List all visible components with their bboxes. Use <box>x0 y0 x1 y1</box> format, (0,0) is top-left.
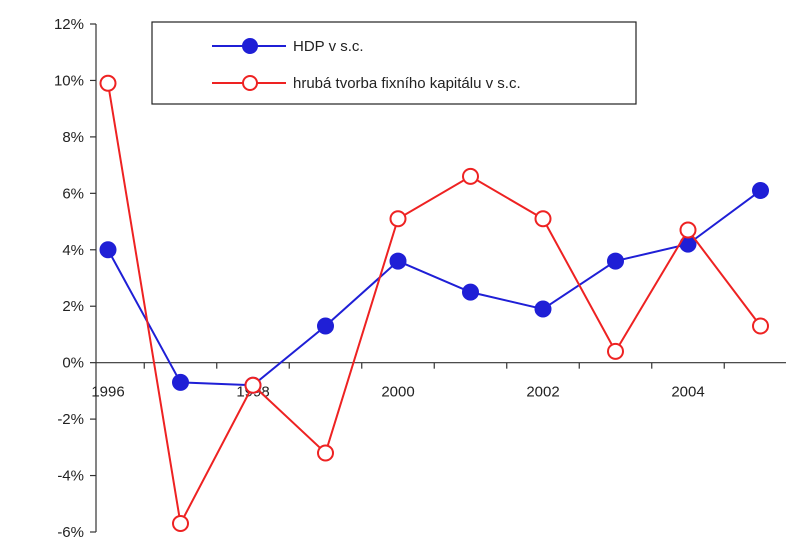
data-point <box>389 210 407 228</box>
y-tick-label: 10% <box>54 72 84 89</box>
y-tick-label: 12% <box>54 16 84 33</box>
legend-label: HDP v s.c. <box>293 38 364 55</box>
legend-item-2: hrubá tvorba fixního kapitálu v s.c. <box>212 75 521 92</box>
y-tick-label: 0% <box>62 355 84 372</box>
chart-series <box>99 74 769 533</box>
series-line <box>107 189 762 387</box>
data-point <box>317 317 334 335</box>
y-tick-label: 8% <box>62 129 84 146</box>
legend-box <box>151 21 637 105</box>
series-2 <box>99 74 769 533</box>
chart-legend: HDP v s.c. hrubá tvorba fixního kapitálu … <box>151 21 637 105</box>
data-point <box>462 167 479 185</box>
data-point <box>172 373 189 391</box>
y-tick-label: 2% <box>62 298 84 315</box>
series-line <box>107 83 762 527</box>
y-tick-label: -4% <box>57 468 84 485</box>
legend-label: hrubá tvorba fixního kapitálu v s.c. <box>293 75 521 92</box>
data-point <box>679 221 697 239</box>
data-point <box>752 182 769 200</box>
x-tick-label: 1996 <box>91 384 124 401</box>
legend-item-1: HDP v s.c. <box>212 38 364 55</box>
x-tick-label: 2004 <box>671 384 704 401</box>
data-point <box>99 74 117 92</box>
data-point <box>752 317 769 335</box>
data-point <box>172 515 189 533</box>
chart-axes: 12%10%8%6%4%2%0%-2%-4%-6%199619982000200… <box>54 16 786 539</box>
data-point <box>244 376 262 394</box>
legend-marker <box>242 75 258 91</box>
data-point <box>99 241 117 259</box>
data-point <box>534 300 552 318</box>
x-tick-label: 2002 <box>526 384 559 401</box>
y-tick-label: 6% <box>62 185 84 202</box>
y-tick-label: 4% <box>62 242 84 259</box>
legend-marker <box>242 38 258 54</box>
data-point <box>534 210 552 228</box>
x-tick-label: 2000 <box>381 384 414 401</box>
series-1 <box>99 182 769 394</box>
data-point <box>389 252 407 270</box>
y-tick-label: -6% <box>57 524 84 539</box>
data-point <box>607 342 624 360</box>
data-point <box>317 444 334 462</box>
data-point <box>462 283 479 301</box>
y-tick-label: -2% <box>57 411 84 428</box>
data-point <box>607 252 624 270</box>
